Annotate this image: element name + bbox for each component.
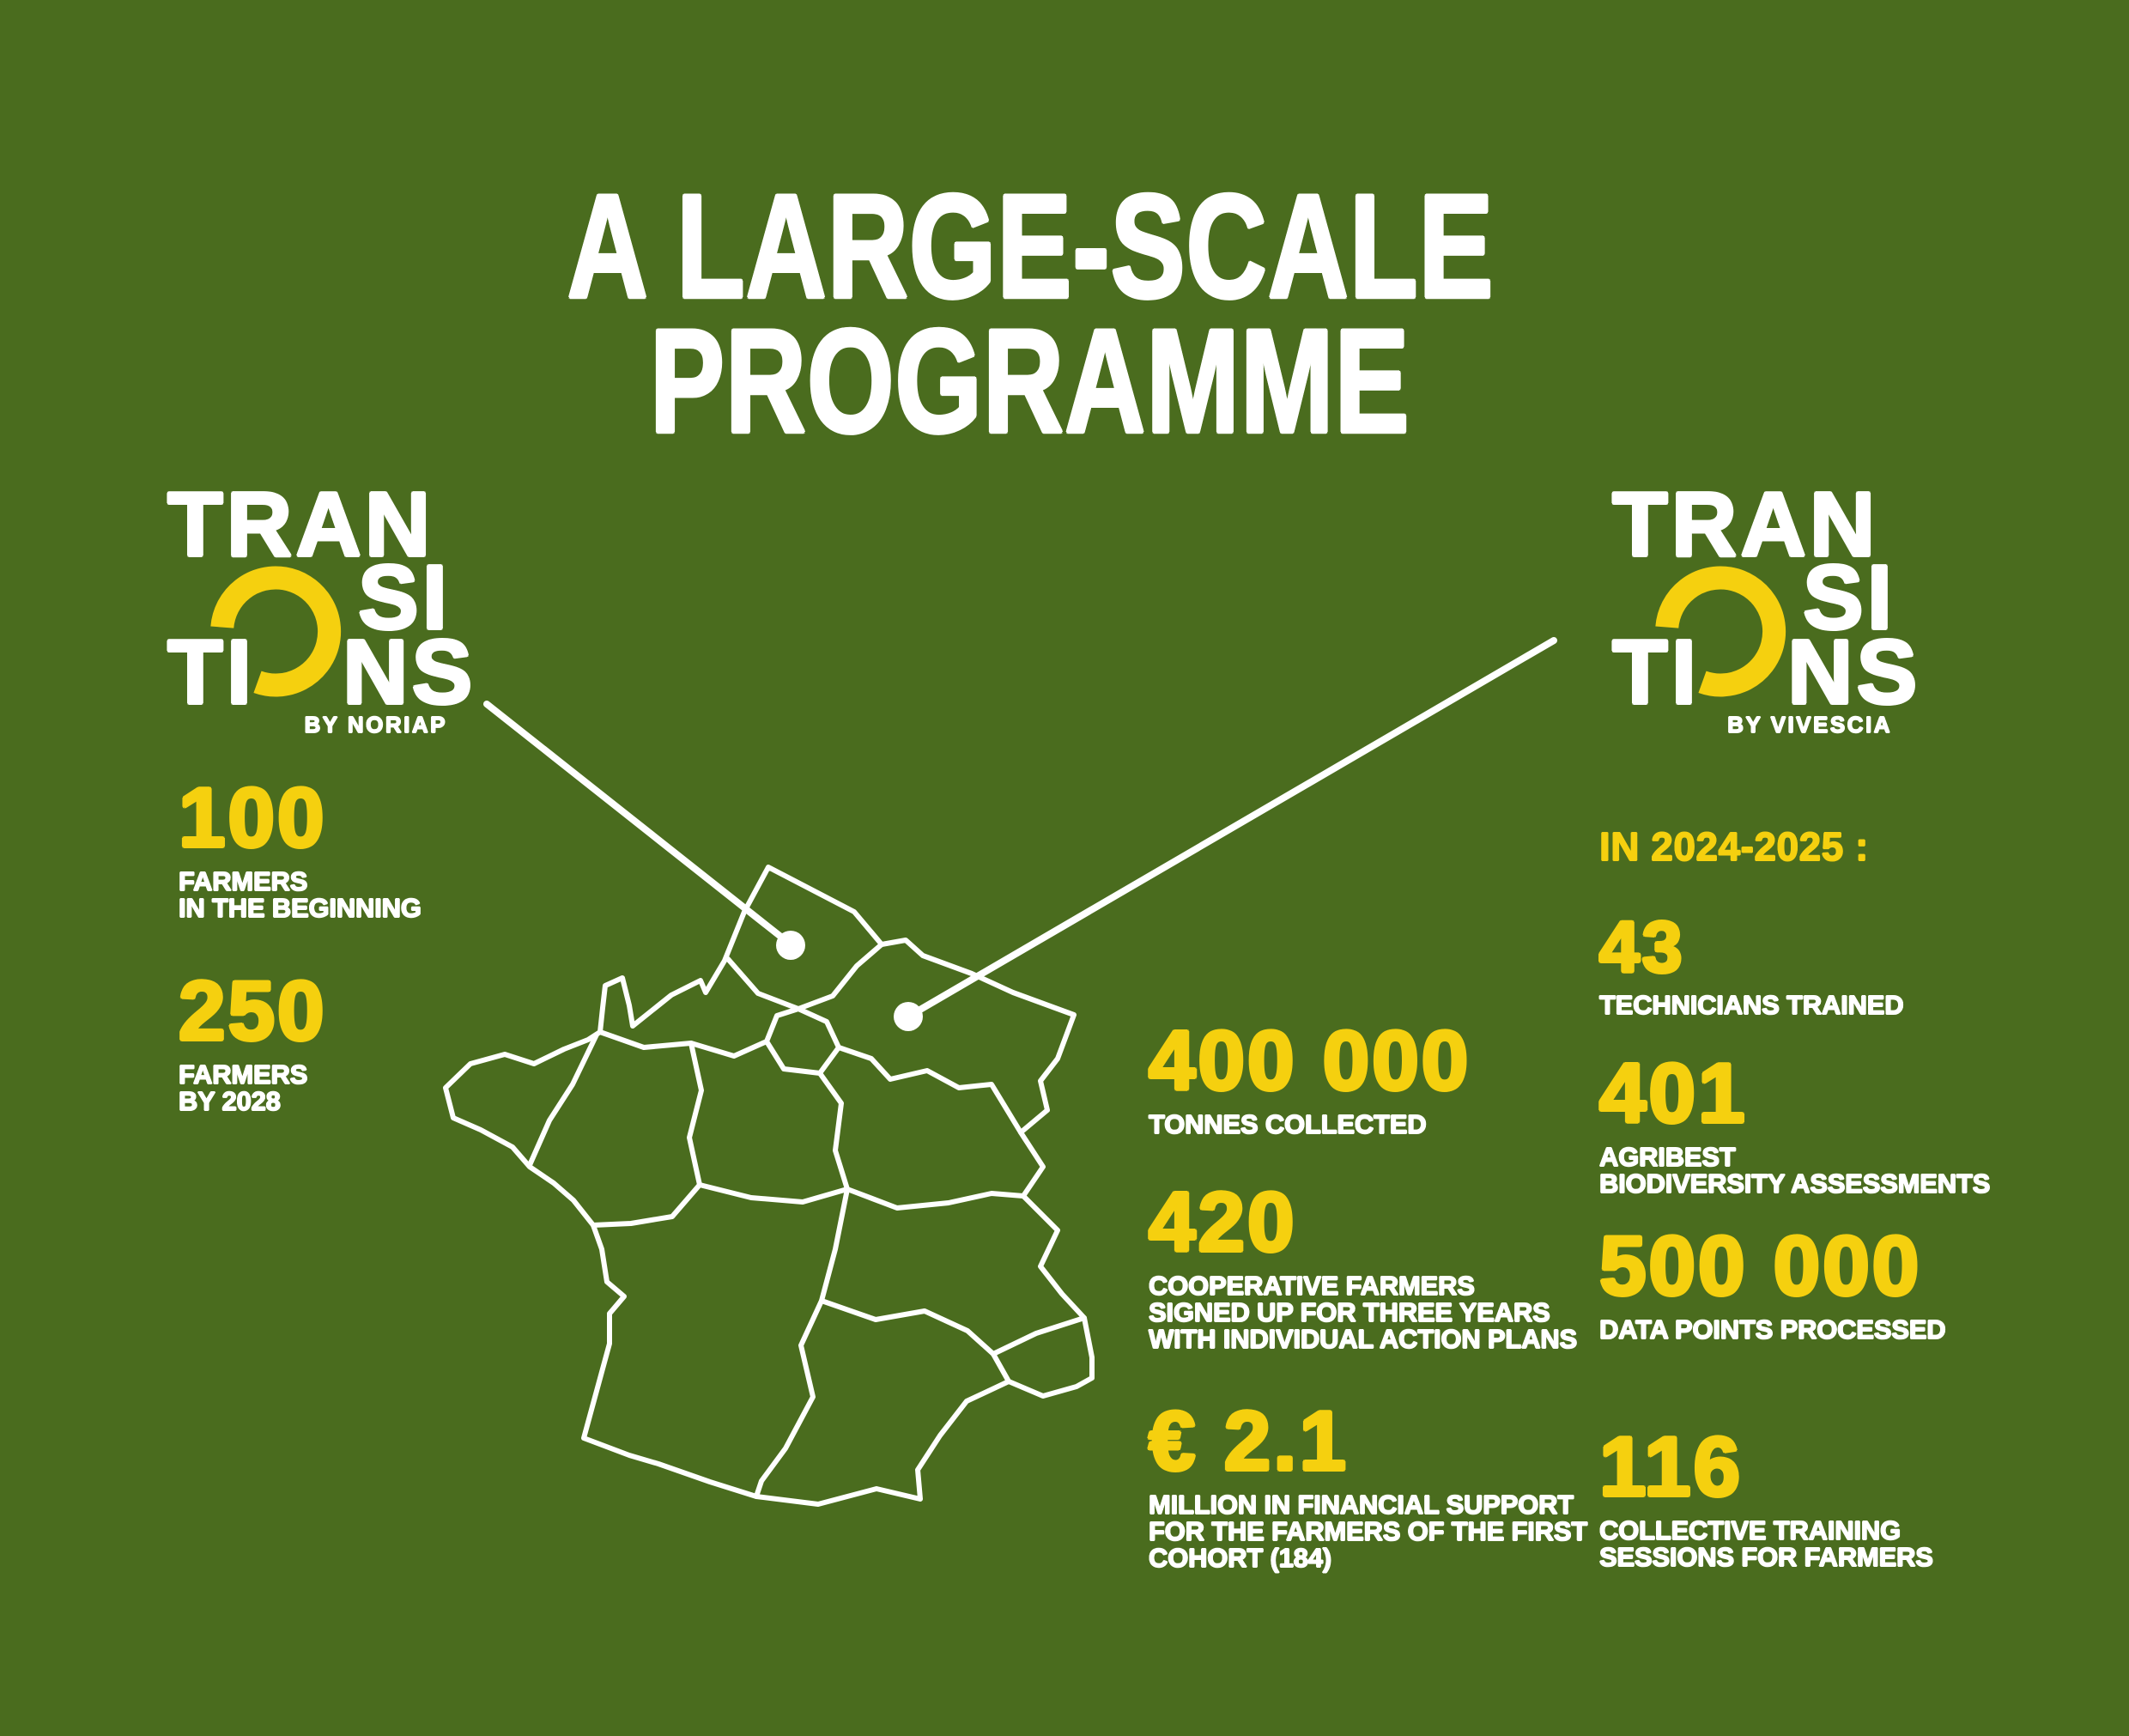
transitions-o-ring-icon [1655,566,1786,697]
stat-tonnes-collected: 400 000 TONNES COLLECTED [1149,1018,1471,1138]
stat-farmers-2028: 250 FARMERS BY 2028 [179,968,327,1114]
logo-word-part: SI [1803,547,1896,648]
stat-label-line: TONNES COLLECTED [1149,1109,1427,1139]
stat-value: 100 [179,770,327,865]
stat-cooperative-farmers: 420 COOPERATIVE FARMERS SIGNED UP FOR TH… [1149,1180,1577,1352]
logo-word-part: NS [1787,622,1921,723]
stat-label-line: DATA POINTS PROCESSED [1599,1314,1946,1344]
logo-byline: BY VIVESCIA [1727,712,1892,737]
stat-label-line: TECHNICIANS TRAINED [1599,990,1904,1020]
logo-word-part: TRAN [167,474,434,575]
stat-label-line: FOR THE FARMERS OF THE FIRST [1149,1516,1588,1546]
stat-data-points: 500 000 DATA POINTS PROCESSED [1599,1218,1946,1344]
stat-value: 43 [1599,907,1685,987]
stat-value: 116 [1599,1419,1744,1514]
stat-label-line: BIODIVERSITY ASSESSMENTS [1599,1168,1991,1199]
stat-financial-support: € 2.1 MILLION IN FINANCIAL SUPPORT FOR T… [1149,1399,1587,1571]
transitions-o-ring-icon [210,566,342,697]
stat-label-line: FARMERS [179,1059,308,1090]
stat-label-line: COLLECTIVE TRAINING [1599,1515,1901,1545]
stat-label-line: BY 2028 [179,1086,281,1116]
stat-label-line: AGRIBEST [1599,1142,1736,1172]
stat-label-line: MILLION IN FINANCIAL SUPPORT [1149,1490,1574,1520]
vivescia-connector-line [905,637,1557,1020]
stat-label-line: COHORT (184) [1149,1543,1331,1573]
transitions-by-vivescia-logo: TRAN SI TI NS BY VIVESCIA [1612,479,1917,754]
page-title-line1: A LARGE-SCALE [567,164,1494,329]
stat-value: 250 [179,963,327,1058]
stat-farmers-beginning: 100 FARMERS IN THE BEGINNING [179,775,422,921]
stat-value: 400 000 [1149,1013,1471,1108]
noriap-location-marker [776,931,805,960]
stat-training-sessions: 116 COLLECTIVE TRAINING SESSIONS FOR FAR… [1599,1424,1933,1570]
france-outline [443,865,1095,1507]
stat-value: 500 000 [1599,1218,1922,1313]
stat-technicians-trained: 43 TECHNICIANS TRAINED [1599,907,1904,1020]
stat-label-line: COOPERATIVE FARMERS [1149,1271,1475,1301]
period-heading: IN 2024-2025 : [1599,824,1869,869]
stat-agribest-assessments: 401 AGRIBEST BIODIVERSITY ASSESSMENTS [1599,1051,1990,1197]
region-borders [527,942,1087,1499]
vivescia-location-marker [894,1002,923,1031]
stat-value: 420 [1149,1175,1297,1269]
logo-word-part: NS [343,622,476,723]
logo-byline: BY NORIAP [304,712,447,737]
stat-label-line: SESSIONS FOR FARMERS [1599,1542,1933,1572]
stat-value: € 2.1 [1149,1393,1349,1488]
stat-value: 401 [1599,1046,1748,1140]
noriap-connector-line [483,701,794,948]
stat-label-line: WITH INDIVIDUAL ACTION PLANS [1149,1324,1577,1354]
logo-word-part: SI [358,547,452,648]
france-regions-map [443,865,1095,1507]
page-title-line2: PROGRAMME [650,299,1410,464]
stat-label-line: SIGNED UP FOR THREE YEARS [1149,1297,1550,1327]
transitions-by-noriap-logo: TRAN SI TI NS BY NORIAP [167,479,472,754]
stat-label-line: FARMERS [179,866,308,896]
logo-word-part: TI [1612,622,1701,723]
logo-word-part: TI [167,622,256,723]
stat-label-line: IN THE BEGINNING [179,893,422,923]
logo-word-part: TRAN [1612,474,1879,575]
